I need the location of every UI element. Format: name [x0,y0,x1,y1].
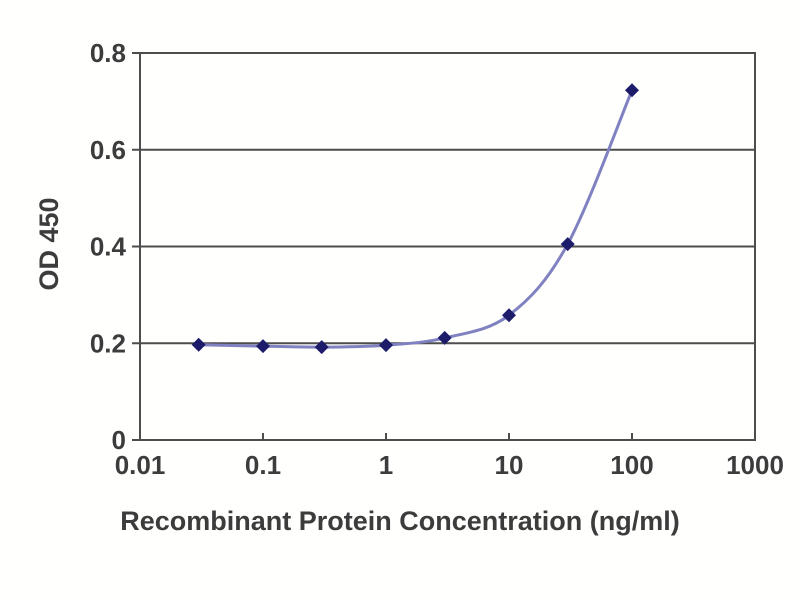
data-point-marker [560,237,575,252]
data-point-marker [502,308,516,323]
y-tick-label: 0.2 [90,328,126,358]
y-tick-label: 0 [112,425,126,455]
x-tick-label: 100 [610,450,653,480]
data-point-marker [191,337,206,352]
data-point-marker [314,340,329,355]
y-tick-label: 0.6 [90,135,126,165]
x-tick-label: 1000 [726,450,784,480]
x-tick-label: 1 [379,450,393,480]
y-tick-label: 0.8 [90,38,126,68]
x-axis-title: Recombinant Protein Concentration (ng/ml… [120,506,680,536]
data-point-marker [256,339,270,354]
data-point-marker [625,83,639,98]
x-tick-label: 10 [495,450,524,480]
data-point-marker [437,330,452,345]
y-tick-label: 0.4 [90,232,127,262]
y-axis-title: OD 450 [34,197,64,291]
series-line [197,88,634,349]
x-tick-label: 0.1 [245,450,281,480]
x-tick-label: 0.01 [115,450,166,480]
data-point-marker [379,338,393,353]
